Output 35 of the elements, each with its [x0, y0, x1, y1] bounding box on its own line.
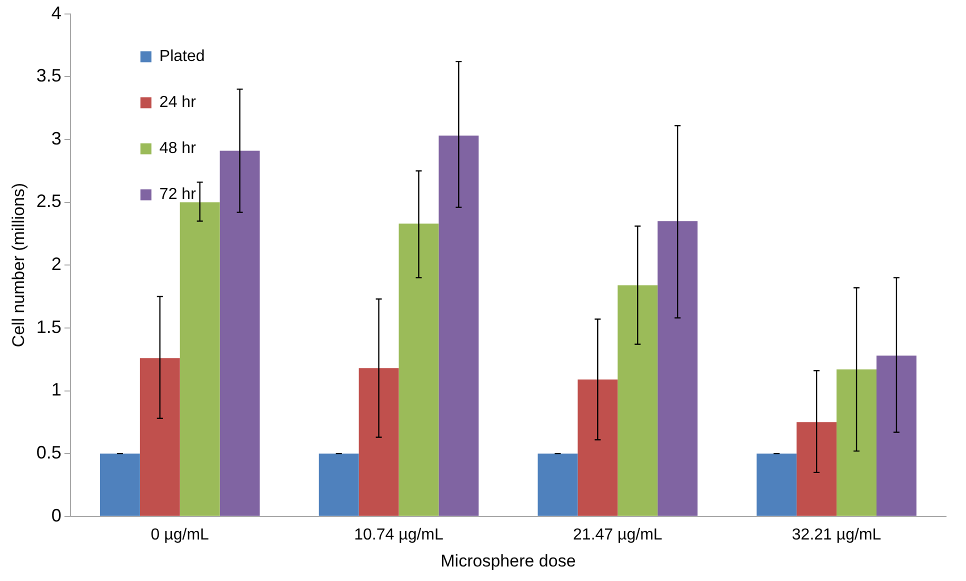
x-axis-title: Microsphere dose	[440, 551, 576, 570]
bar	[180, 202, 220, 516]
bar	[756, 454, 797, 516]
y-tick-label: 2.5	[36, 191, 62, 212]
x-tick-label: 32.21 µg/mL	[792, 526, 882, 544]
y-tick-label: 0.5	[36, 442, 62, 463]
bar	[618, 285, 658, 516]
x-tick-label: 21.47 µg/mL	[573, 526, 662, 544]
bar	[318, 454, 359, 516]
y-tick-label: 1.5	[36, 316, 62, 337]
y-tick-label: 4	[51, 2, 62, 23]
bar	[100, 454, 140, 516]
bar	[398, 224, 439, 516]
y-tick-label: 1	[51, 380, 62, 400]
bar	[578, 379, 618, 516]
bar	[358, 368, 399, 516]
bar	[796, 422, 837, 516]
bar	[658, 221, 698, 516]
y-tick-label: 3	[51, 128, 62, 148]
bar	[140, 358, 180, 516]
y-axis-title: Cell number (millions)	[8, 182, 28, 348]
legend-label: 72 hr	[159, 186, 197, 204]
x-tick-label: 0 µg/mL	[150, 526, 210, 544]
legend-label: Plated	[159, 48, 205, 66]
bar	[836, 369, 876, 516]
x-tick-label: 10.74 µg/mL	[354, 526, 444, 544]
bar	[876, 356, 916, 516]
bar	[220, 150, 260, 516]
bar	[538, 454, 578, 516]
legend-label: 48 hr	[159, 140, 197, 158]
legend-label: 24 hr	[159, 94, 197, 112]
bar	[438, 136, 479, 516]
y-tick-label: 3.5	[36, 66, 62, 86]
y-tick-label: 2	[51, 254, 62, 274]
y-tick-label: 0	[51, 505, 62, 526]
